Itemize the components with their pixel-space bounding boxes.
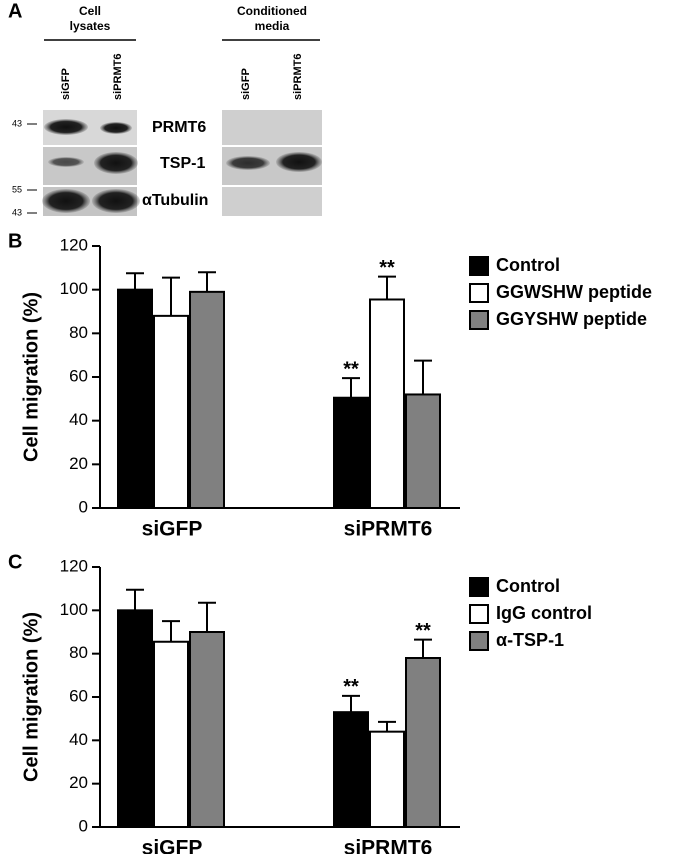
band bbox=[42, 189, 90, 213]
y-tick-label: 0 bbox=[79, 816, 88, 835]
x-tick-label: siPRMT6 bbox=[344, 518, 433, 541]
band bbox=[92, 189, 140, 213]
group-title: Cell bbox=[79, 4, 101, 18]
y-tick-label: 20 bbox=[69, 454, 88, 473]
bar bbox=[333, 711, 369, 829]
band bbox=[48, 157, 84, 167]
group-title: Conditioned bbox=[237, 4, 307, 18]
marker-label: 43 bbox=[12, 207, 22, 217]
significance-label: ** bbox=[415, 620, 431, 642]
protein-label: PRMT6 bbox=[152, 119, 206, 136]
legend-swatch bbox=[469, 256, 489, 276]
bar bbox=[369, 298, 405, 509]
x-tick-label: siGFP bbox=[142, 837, 203, 854]
blots bbox=[42, 110, 322, 216]
bar bbox=[189, 631, 225, 828]
marker-label: 55 bbox=[12, 184, 22, 194]
y-tick-label: 60 bbox=[69, 366, 88, 385]
x-tick-label: siGFP bbox=[142, 518, 203, 541]
bar bbox=[405, 393, 441, 510]
significance-label: ** bbox=[343, 676, 359, 698]
y-tick-label: 0 bbox=[79, 497, 88, 516]
legend-label: α-TSP-1 bbox=[496, 630, 564, 650]
legend-swatch bbox=[469, 604, 489, 624]
band bbox=[226, 156, 270, 170]
legend-label: GGYSHW peptide bbox=[496, 309, 647, 329]
lane-label: siPRMT6 bbox=[112, 54, 124, 100]
y-tick-label: 40 bbox=[69, 730, 88, 749]
significance-label: ** bbox=[343, 358, 359, 380]
bar bbox=[333, 396, 369, 509]
band bbox=[44, 119, 88, 135]
group-title: lysates bbox=[70, 19, 111, 33]
legend-label: IgG control bbox=[496, 603, 592, 623]
legend-label: GGWSHW peptide bbox=[496, 282, 652, 302]
marker-label: 43 bbox=[12, 118, 22, 128]
bar bbox=[153, 640, 189, 828]
band bbox=[100, 122, 132, 134]
panel-label: C bbox=[8, 551, 22, 573]
lane-label: siGFP bbox=[240, 68, 252, 100]
significance-label: ** bbox=[379, 257, 395, 279]
legend-swatch bbox=[469, 283, 489, 303]
y-tick-label: 20 bbox=[69, 773, 88, 792]
y-tick-label: 40 bbox=[69, 410, 88, 429]
legend-label: Control bbox=[496, 576, 560, 596]
blot bbox=[222, 110, 322, 145]
y-tick-label: 100 bbox=[60, 279, 88, 298]
x-tick-label: siPRMT6 bbox=[344, 837, 433, 854]
bar bbox=[153, 314, 189, 509]
y-axis-label: Cell migration (%) bbox=[20, 292, 42, 462]
panel-label: A bbox=[8, 0, 22, 22]
y-axis-label: Cell migration (%) bbox=[20, 612, 42, 782]
blot bbox=[222, 187, 322, 216]
bar bbox=[405, 657, 441, 828]
bar bbox=[117, 288, 153, 509]
group-title: media bbox=[255, 19, 290, 33]
legend-swatch bbox=[469, 310, 489, 330]
lane-label: siGFP bbox=[60, 68, 72, 100]
y-tick-label: 120 bbox=[60, 556, 88, 575]
y-tick-label: 100 bbox=[60, 600, 88, 619]
bar bbox=[189, 290, 225, 509]
legend-label: Control bbox=[496, 255, 560, 275]
y-tick-label: 60 bbox=[69, 686, 88, 705]
band bbox=[94, 152, 138, 174]
legend-swatch bbox=[469, 631, 489, 651]
panel-label: B bbox=[8, 230, 22, 252]
bar bbox=[369, 730, 405, 829]
y-tick-label: 80 bbox=[69, 323, 88, 342]
lane-label: siPRMT6 bbox=[292, 54, 304, 100]
protein-label: TSP-1 bbox=[160, 155, 205, 172]
band bbox=[276, 152, 322, 172]
y-tick-label: 120 bbox=[60, 235, 88, 254]
y-tick-label: 80 bbox=[69, 643, 88, 662]
bar bbox=[117, 609, 153, 828]
legend-swatch bbox=[469, 577, 489, 597]
protein-label: αTubulin bbox=[142, 192, 208, 209]
